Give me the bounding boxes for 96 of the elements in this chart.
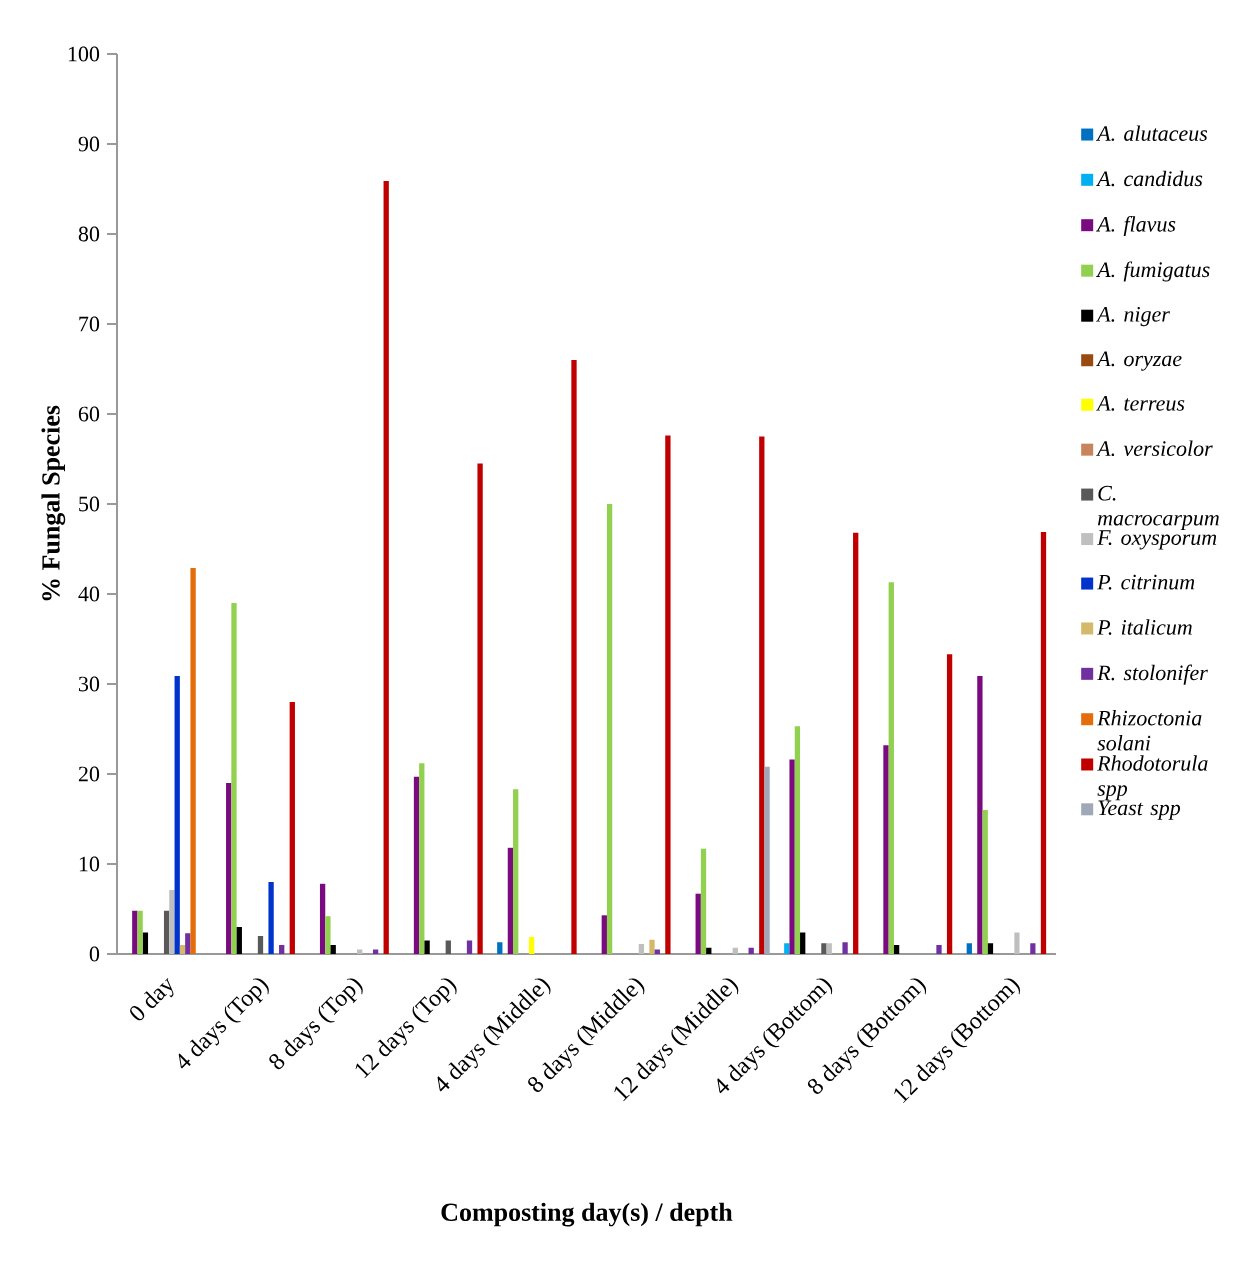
bar — [759, 436, 765, 954]
y-tick-label: 40 — [78, 586, 100, 602]
y-tick-label: 90 — [78, 136, 100, 152]
bar — [142, 932, 149, 954]
y-tick-label: 100 — [68, 46, 100, 62]
bar — [784, 943, 790, 954]
legend-label: A. niger — [1095, 306, 1170, 327]
bar — [383, 180, 389, 954]
bar — [1014, 932, 1020, 954]
bar — [606, 504, 613, 954]
legend-label: Rhizoctonia solani — [1097, 710, 1202, 751]
bar — [748, 947, 754, 954]
bar — [169, 890, 175, 954]
bar — [466, 940, 473, 954]
bar — [231, 603, 237, 954]
bar — [513, 789, 519, 954]
bar — [163, 910, 170, 954]
legend-label: A. fumigatus — [1095, 261, 1210, 282]
bar — [665, 435, 671, 954]
bar — [185, 933, 191, 954]
bar — [706, 947, 712, 954]
bar — [853, 532, 859, 954]
bar — [507, 847, 514, 954]
bar — [982, 810, 988, 954]
bar — [357, 949, 363, 954]
legend-label: A. flavus — [1095, 215, 1176, 237]
bar — [826, 943, 832, 954]
legend-label: A. candidus — [1095, 170, 1203, 187]
bar — [936, 945, 942, 954]
y-tick-label: 10 — [79, 856, 100, 872]
y-tick-label: 20 — [78, 766, 100, 782]
bar — [888, 582, 894, 954]
bar — [695, 893, 701, 954]
bar — [174, 675, 180, 954]
legend-label: A. terreus — [1095, 396, 1185, 411]
legend-label: F. oxysporum — [1097, 530, 1217, 550]
bar — [325, 916, 331, 954]
bar — [413, 776, 420, 954]
legend-label: A. versicolor — [1095, 440, 1213, 457]
bar — [764, 766, 770, 954]
bar — [179, 945, 186, 954]
bar — [800, 932, 806, 954]
legend-label: Rhodotorula spp — [1097, 755, 1208, 801]
bar — [789, 759, 795, 954]
bar — [601, 915, 607, 954]
y-tick-label: 70 — [79, 316, 100, 332]
bar — [1040, 531, 1047, 954]
bar — [372, 949, 379, 954]
bar — [289, 701, 295, 954]
bar — [528, 936, 535, 954]
bar — [821, 943, 827, 954]
bar — [419, 763, 425, 954]
legend-label: C. macrocarpum — [1097, 485, 1219, 531]
bar — [842, 942, 848, 954]
bar — [257, 936, 264, 954]
legend-label: R. stolonifer — [1097, 664, 1208, 685]
bar — [966, 943, 972, 954]
bar — [477, 463, 483, 954]
bar — [654, 949, 660, 954]
bar — [424, 940, 430, 954]
bar — [132, 910, 138, 954]
legend-label: A. alutaceus — [1095, 125, 1208, 141]
bar — [268, 882, 274, 954]
x-axis-title: Composting day(s) / depth — [441, 1202, 733, 1227]
bar — [190, 567, 196, 954]
bar — [330, 945, 336, 954]
bar — [497, 942, 503, 954]
y-tick-label: 80 — [78, 226, 100, 242]
y-tick-label: 0 — [89, 946, 100, 962]
bar — [987, 943, 994, 954]
bar — [638, 944, 645, 954]
bar — [1030, 943, 1036, 954]
y-tick-label: 60 — [78, 406, 100, 422]
bar — [445, 940, 451, 954]
legend-label: A. oryzae — [1095, 351, 1182, 371]
bar — [649, 939, 655, 954]
bar — [137, 910, 143, 954]
bar — [236, 927, 242, 954]
bar — [883, 745, 889, 954]
bar — [279, 945, 285, 954]
bar — [946, 654, 953, 954]
bar — [226, 783, 232, 954]
x-tick-label: 0 day — [130, 978, 174, 1021]
bar — [893, 945, 900, 954]
y-axis-title: % Fungal Species — [41, 405, 66, 601]
y-tick-label: 50 — [79, 496, 100, 512]
y-tick-label: 30 — [79, 676, 100, 692]
bar — [732, 947, 738, 954]
legend-label: P. italicum — [1097, 619, 1192, 635]
legend-label: Yeast spp — [1098, 800, 1181, 820]
bar — [794, 726, 801, 954]
legend-label: P. citrinum — [1097, 574, 1195, 590]
bar — [700, 848, 707, 954]
bar — [977, 675, 983, 954]
bar — [571, 359, 577, 954]
bar — [319, 883, 326, 954]
